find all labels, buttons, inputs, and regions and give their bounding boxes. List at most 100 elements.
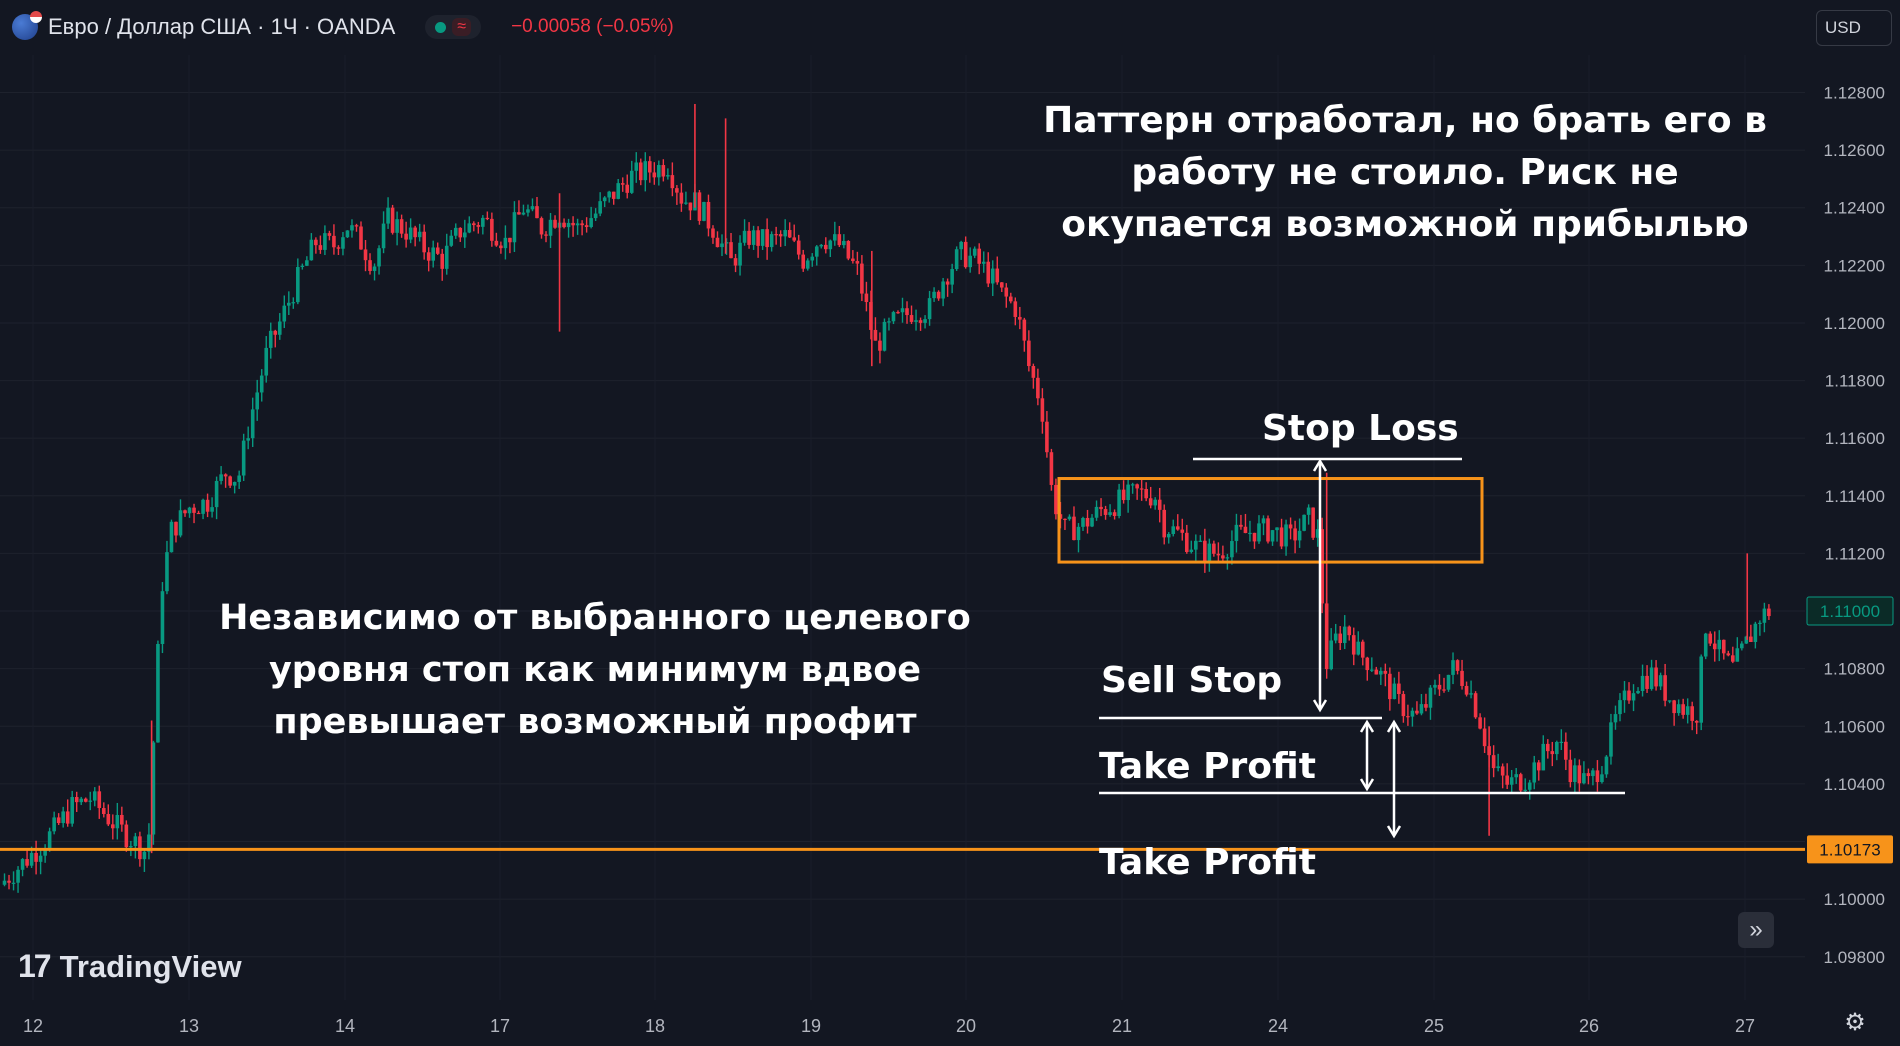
- candle-body: [1067, 516, 1072, 520]
- candle-body: [670, 175, 675, 189]
- candle-body: [1022, 319, 1027, 341]
- candle-body: [1622, 690, 1627, 701]
- candle-body: [1153, 499, 1157, 506]
- y-tick-label: 1.12200: [1824, 256, 1885, 275]
- candle-body: [74, 797, 79, 803]
- take-profit-1-label: Take Profit: [1099, 746, 1316, 787]
- market-status-pill[interactable]: ≈: [425, 15, 482, 39]
- candle-body: [661, 165, 666, 177]
- candle-body: [657, 165, 661, 178]
- candle-body: [1351, 635, 1356, 655]
- candle-body: [1460, 670, 1464, 686]
- candle-body: [1496, 766, 1500, 769]
- candle-body: [38, 855, 43, 862]
- candle-body: [1049, 452, 1054, 485]
- candle-body: [1036, 377, 1040, 399]
- candle-body: [1573, 765, 1577, 783]
- candle-body: [1636, 691, 1640, 694]
- candle-body: [733, 258, 738, 266]
- candle-body: [246, 438, 250, 441]
- candle-body: [332, 235, 336, 248]
- candle-body: [607, 191, 611, 198]
- candle-body: [1054, 484, 1058, 515]
- candle-body: [796, 240, 801, 255]
- candle-body: [1320, 529, 1324, 604]
- gear-icon[interactable]: ⚙: [1844, 1008, 1866, 1036]
- candle-body: [485, 217, 490, 220]
- candle-body: [1279, 527, 1284, 547]
- candle-body: [1744, 636, 1749, 644]
- y-tick-label: 1.11400: [1825, 487, 1885, 506]
- candle-body: [666, 175, 670, 177]
- currency-button[interactable]: USD: [1816, 10, 1892, 46]
- candle-body: [106, 814, 111, 825]
- candle-body: [1261, 518, 1266, 524]
- candle-body: [1568, 759, 1573, 783]
- level-price-tag: 1.10173: [1819, 840, 1880, 859]
- candle-body: [1514, 774, 1518, 778]
- candle-body: [273, 330, 278, 335]
- candle-body: [359, 226, 363, 250]
- candle-body: [1094, 506, 1099, 518]
- candle-body: [959, 241, 963, 250]
- candle-body: [1139, 488, 1144, 490]
- candle-body: [1388, 673, 1392, 700]
- candle-body: [250, 409, 255, 439]
- candle-body: [83, 798, 88, 802]
- candle-body: [214, 480, 219, 508]
- candle-body: [729, 242, 733, 259]
- candle-body: [1482, 728, 1487, 747]
- y-tick-label: 1.11200: [1825, 544, 1885, 563]
- candle-body: [1410, 710, 1415, 717]
- candle-body: [2, 880, 7, 885]
- candle-body: [277, 321, 282, 335]
- candle-body: [20, 859, 25, 870]
- candle-body: [932, 291, 936, 299]
- candle-body: [219, 474, 223, 481]
- profit-1-arrow-head: [1359, 719, 1375, 733]
- symbol-title[interactable]: Евро / Доллар США · 1Ч · OANDA: [48, 14, 396, 39]
- candle-body: [138, 836, 142, 860]
- candle-body: [941, 281, 945, 299]
- y-tick-label: 1.10400: [1824, 775, 1885, 794]
- candle-body: [404, 233, 408, 240]
- candle-body: [1428, 687, 1433, 708]
- candle-body: [801, 254, 806, 269]
- candle-body: [544, 234, 548, 236]
- candle-body: [314, 239, 318, 246]
- candle-body: [1121, 489, 1126, 501]
- candle-body: [702, 201, 706, 221]
- candle-body: [1406, 716, 1410, 718]
- candle-body: [1550, 751, 1555, 755]
- candle-body: [783, 230, 787, 237]
- candle-body: [291, 302, 296, 304]
- candle-body: [1009, 296, 1013, 302]
- candle-body: [823, 244, 828, 250]
- time-axis[interactable]: 12 13 14 17 18 19 20 21 24 25 26 27: [23, 1016, 1755, 1036]
- price-change: −0.00058 (−0.05%): [511, 16, 674, 37]
- candle-body: [833, 234, 837, 241]
- market-open-dot-icon: [435, 21, 447, 33]
- candle-body: [1157, 499, 1162, 510]
- candle-body: [435, 247, 440, 254]
- candle-body: [1469, 693, 1473, 695]
- scroll-to-realtime-button[interactable]: »: [1738, 912, 1774, 948]
- candle-body: [814, 246, 819, 257]
- current-price-tag: 1.11000: [1820, 602, 1880, 621]
- candle-body: [584, 225, 589, 228]
- candle-body: [440, 253, 445, 269]
- candle-body: [1031, 366, 1036, 378]
- candle-body: [296, 267, 300, 303]
- candle-body: [499, 245, 503, 249]
- candle-body: [7, 880, 11, 883]
- price-axis[interactable]: 1.12800 1.12600 1.12400 1.12200 1.12000 1.118…: [1824, 83, 1885, 966]
- candle-body: [11, 882, 16, 884]
- eur-usd-flag-icon[interactable]: [12, 11, 42, 40]
- candle-body: [751, 230, 756, 245]
- candle-body: [1189, 549, 1194, 552]
- candle-body: [1437, 684, 1442, 690]
- candle-body: [1758, 622, 1762, 624]
- x-tick-label: 13: [179, 1016, 199, 1036]
- tradingview-logo[interactable]: 17 TradingView: [18, 948, 242, 985]
